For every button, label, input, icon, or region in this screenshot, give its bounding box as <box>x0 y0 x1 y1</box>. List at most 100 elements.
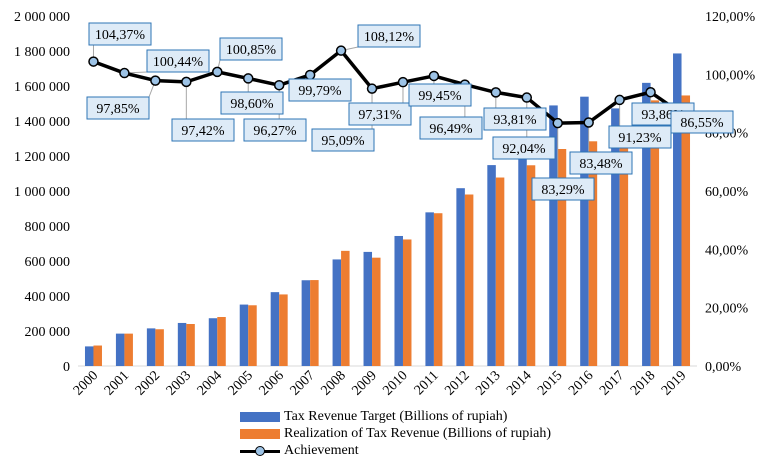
left-tick-label: 800 000 <box>25 220 71 235</box>
bar-realization <box>588 141 598 366</box>
bar-target <box>239 304 249 366</box>
data-label: 91,23% <box>618 131 662 146</box>
left-tick-label: 600 000 <box>25 255 71 270</box>
x-tick-label: 2011 <box>412 368 442 398</box>
left-y-axis: 0 200 000 400 000 600 000 800 000 1 000 000 1 … <box>14 10 70 375</box>
data-label: 108,12% <box>364 30 415 45</box>
x-tick-label: 2000 <box>71 368 101 398</box>
legend-item-target: Tax Revenue Target (Billions of rupiah) <box>240 408 551 425</box>
achievement-marker <box>335 45 347 56</box>
data-label-box <box>288 78 352 102</box>
achievement-marker <box>242 73 254 84</box>
data-label-box <box>608 125 672 149</box>
x-tick-label: 2012 <box>442 368 472 398</box>
bar-realization <box>495 177 505 366</box>
bar-target <box>301 280 311 366</box>
left-tick-label: 2 000 000 <box>14 10 70 25</box>
right-tick-label: 40,00% <box>705 243 749 258</box>
achievement-data-labels: 104,37% 100,44% 97,85% 97,42% 100,85% 98,60% 9… <box>86 22 734 201</box>
bar-target <box>270 292 280 366</box>
bar-target <box>115 333 125 366</box>
achievement-marker <box>212 66 223 78</box>
bar-realization <box>279 294 288 366</box>
x-tick-label: 2009 <box>349 368 379 398</box>
data-label-box <box>357 24 421 48</box>
bar-realization <box>124 333 133 366</box>
legend-label-realization: Realization of Tax Revenue (Billions of … <box>284 426 552 441</box>
data-label-box <box>220 91 284 115</box>
bar-target <box>208 318 218 366</box>
bar-realization <box>341 250 350 366</box>
bar-realization <box>310 280 319 366</box>
data-label-box <box>483 107 547 131</box>
data-label: 96,27% <box>253 124 297 139</box>
bar-target <box>580 96 589 367</box>
achievement-marker <box>119 67 130 79</box>
data-label-box <box>219 37 283 61</box>
bar-realization <box>557 149 567 366</box>
bar-target <box>177 322 187 366</box>
x-tick-label: 2002 <box>133 368 163 398</box>
left-tick-label: 1 600 000 <box>14 80 70 95</box>
bar-target <box>487 165 496 366</box>
legend-swatch-achievement <box>240 445 280 456</box>
achievement-marker <box>428 70 440 82</box>
x-tick-label: 2016 <box>566 368 596 398</box>
bar-target <box>363 251 373 366</box>
legend-item-realization: Realization of Tax Revenue (Billions of … <box>240 425 551 442</box>
bar-realization <box>186 324 195 366</box>
data-label-box <box>243 118 307 142</box>
bar-realization <box>402 239 412 366</box>
bar-realization <box>217 317 226 366</box>
legend: Tax Revenue Target (Billions of rupiah) … <box>240 408 551 459</box>
data-label: 93,81% <box>493 113 537 128</box>
data-label-box <box>171 118 235 142</box>
x-tick-label: 2003 <box>164 368 194 398</box>
bar-target <box>673 53 682 366</box>
achievement-marker <box>490 87 502 98</box>
achievement-marker <box>552 117 563 129</box>
bar-series <box>84 53 691 367</box>
data-label-box <box>88 22 152 46</box>
x-tick-label: 2006 <box>257 368 287 398</box>
left-tick-label: 1 000 000 <box>14 185 70 200</box>
x-tick-label: 2004 <box>195 368 225 398</box>
bar-realization <box>372 257 381 366</box>
data-label: 83,48% <box>579 157 623 172</box>
data-label: 96,49% <box>429 122 473 137</box>
legend-label-target: Tax Revenue Target (Billions of rupiah) <box>284 409 508 424</box>
data-label-box <box>531 177 595 201</box>
right-tick-label: 20,00% <box>705 302 749 317</box>
data-label-box <box>408 83 472 107</box>
data-label: 95,09% <box>321 134 365 149</box>
right-tick-label: 0,00% <box>705 360 742 375</box>
bar-target <box>611 108 620 367</box>
bar-target <box>456 188 465 366</box>
bar-target <box>146 328 156 366</box>
achievement-marker <box>645 86 656 98</box>
data-label-box <box>419 116 483 140</box>
achievement-marker <box>181 76 192 88</box>
data-label: 104,37% <box>95 28 146 43</box>
right-y-axis: 0,00%20,00%40,00%60,00%80,00%100,00%120,… <box>705 10 756 375</box>
data-label: 99,79% <box>298 84 342 99</box>
bar-realization <box>433 213 443 366</box>
x-tick-label: 2015 <box>535 368 565 398</box>
bar-realization <box>93 345 102 366</box>
achievement-marker <box>273 79 285 91</box>
achievement-marker <box>583 117 594 128</box>
data-label: 100,85% <box>226 43 277 58</box>
right-tick-label: 120,00% <box>705 10 756 25</box>
bar-target <box>394 235 403 366</box>
left-tick-label: 1 200 000 <box>14 150 70 165</box>
legend-item-achievement: Achievement <box>240 442 551 459</box>
data-label-box <box>492 136 556 160</box>
bar-target <box>84 346 94 366</box>
achievement-marker <box>614 94 625 106</box>
x-tick-label: 2005 <box>226 368 256 398</box>
data-label: 83,29% <box>541 183 585 198</box>
legend-swatch-realization <box>240 428 280 439</box>
x-tick-label: 2013 <box>473 368 503 398</box>
achievement-marker <box>150 75 161 86</box>
bar-target <box>425 212 434 366</box>
